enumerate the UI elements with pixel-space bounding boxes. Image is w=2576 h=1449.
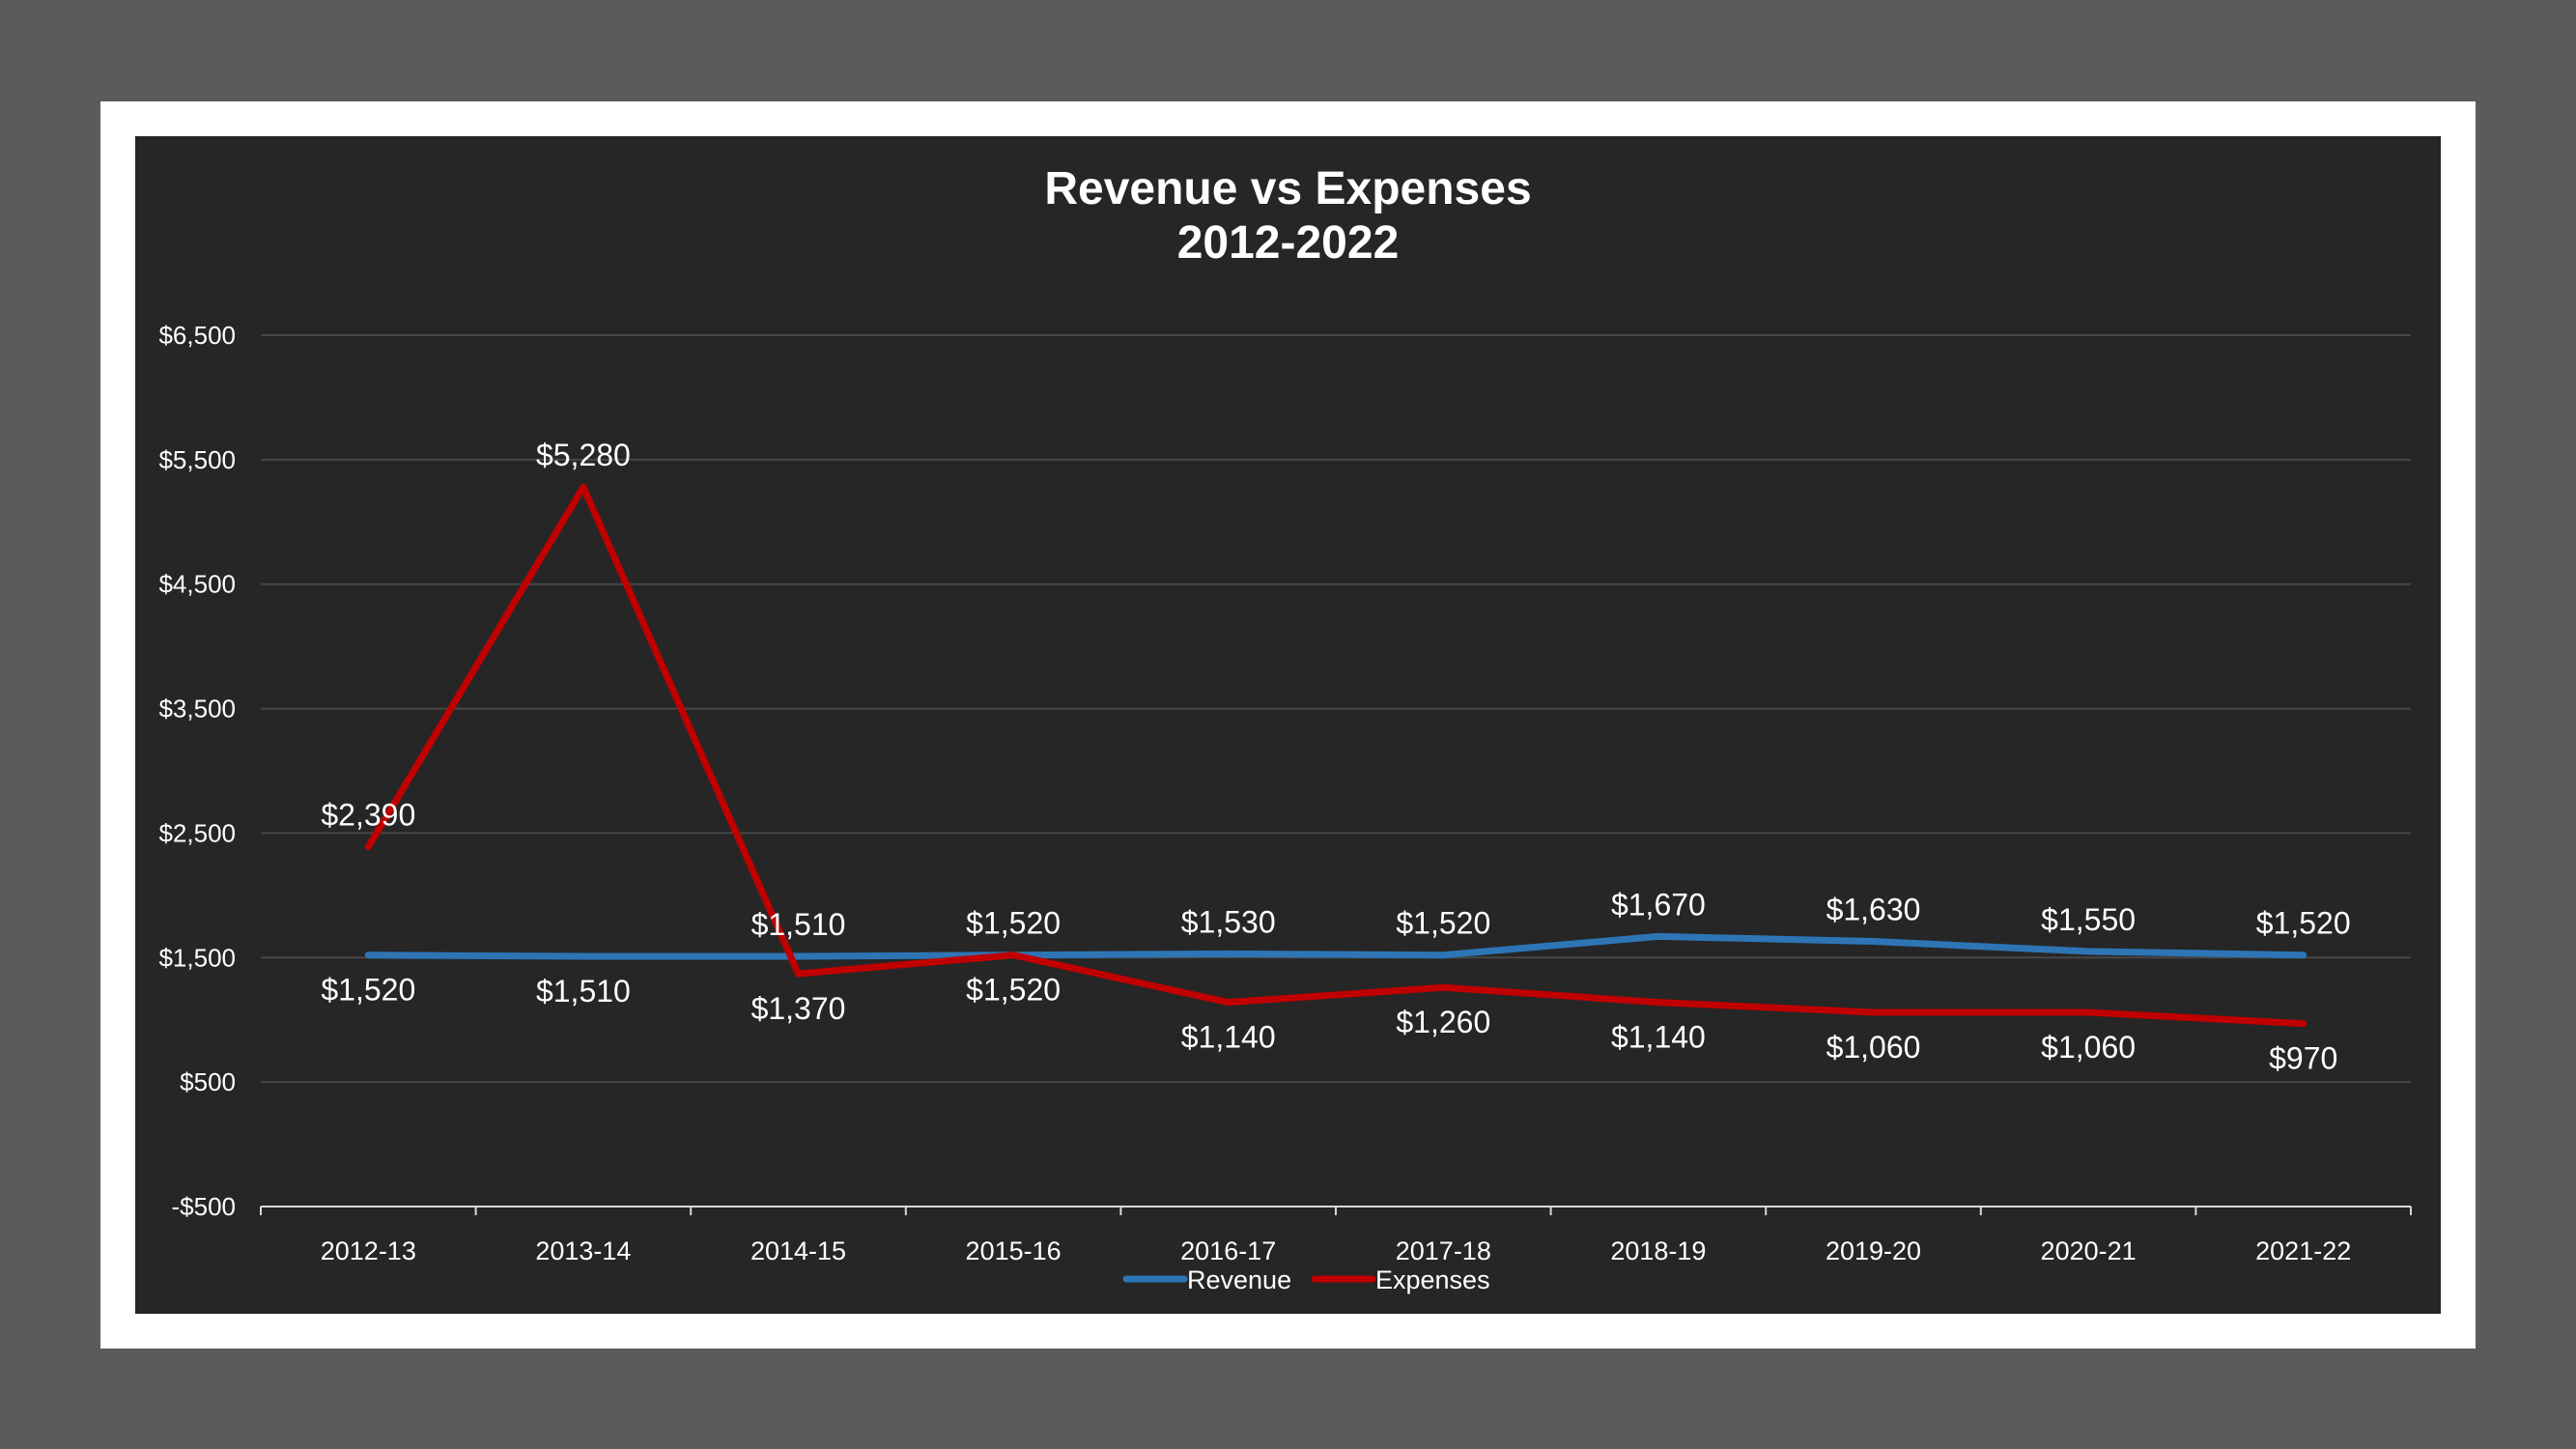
- revenue-data-label: $1,630: [1826, 893, 1921, 927]
- x-tick-label: 2014-15: [750, 1236, 846, 1265]
- revenue-data-label: $1,670: [1611, 887, 1706, 922]
- expenses-data-label: $5,280: [536, 438, 631, 472]
- y-tick-label: $1,500: [158, 943, 236, 972]
- chart-area: Revenue vs Expenses 2012-2022 -$500 $500 $…: [135, 136, 2441, 1314]
- x-tick-label: 2017-18: [1396, 1236, 1491, 1265]
- chart-frame: Revenue vs Expenses 2012-2022 -$500 $500 $…: [100, 101, 2476, 1349]
- expenses-data-label: $1,520: [966, 973, 1061, 1008]
- x-tick-label: 2019-20: [1826, 1236, 1921, 1265]
- y-tick-label: $2,500: [158, 818, 236, 847]
- x-tick-label: 2012-13: [321, 1236, 416, 1265]
- x-tick-label: 2018-19: [1610, 1236, 1706, 1265]
- expenses-data-label: $1,260: [1396, 1005, 1490, 1039]
- y-tick-label: $6,500: [158, 321, 236, 350]
- x-tick-label: 2015-16: [966, 1236, 1062, 1265]
- y-tick-label: $500: [180, 1067, 236, 1096]
- y-tick-label: -$500: [172, 1192, 237, 1221]
- revenue-data-label: $1,520: [1396, 906, 1490, 941]
- expenses-data-label: $2,390: [321, 798, 415, 833]
- expenses-data-label: $1,140: [1611, 1020, 1706, 1055]
- revenue-data-label: $1,520: [966, 906, 1061, 941]
- revenue-data-label: $1,510: [536, 974, 631, 1009]
- x-tick-label: 2020-21: [2041, 1236, 2137, 1265]
- revenue-data-label: $1,550: [2041, 902, 2136, 937]
- revenue-data-label: $1,510: [751, 907, 846, 942]
- legend-label-revenue: Revenue: [1187, 1265, 1291, 1294]
- legend-label-expenses: Expenses: [1375, 1265, 1490, 1294]
- expenses-data-label: $1,060: [1826, 1030, 1921, 1065]
- revenue-line: [364, 932, 2307, 960]
- x-tick-label: 2016-17: [1180, 1236, 1276, 1265]
- y-tick-label: $3,500: [158, 695, 236, 724]
- expenses-data-label: $1,140: [1181, 1020, 1276, 1055]
- y-tick-label: $5,500: [158, 445, 236, 474]
- revenue-data-label: $1,520: [321, 973, 415, 1008]
- chart-subtitle: 2012-2022: [1176, 217, 1400, 269]
- expenses-data-label: $1,060: [2041, 1030, 2136, 1065]
- revenue-data-label: $1,530: [1181, 904, 1276, 939]
- x-tick-label: 2021-22: [2255, 1236, 2351, 1265]
- revenue-data-label: $1,520: [2256, 906, 2351, 941]
- y-tick-label: $4,500: [158, 570, 236, 599]
- line-chart: -$500 $500 $1,500 $2,500 $3,500 $4,500 $5,500 $…: [158, 321, 2412, 1294]
- expenses-data-label: $1,370: [751, 991, 846, 1026]
- expenses-data-label: $970: [2269, 1041, 2337, 1076]
- expenses-line: [364, 483, 2307, 1028]
- chart-title: Revenue vs Expenses: [1044, 163, 1532, 214]
- x-tick-label: 2013-14: [535, 1236, 631, 1265]
